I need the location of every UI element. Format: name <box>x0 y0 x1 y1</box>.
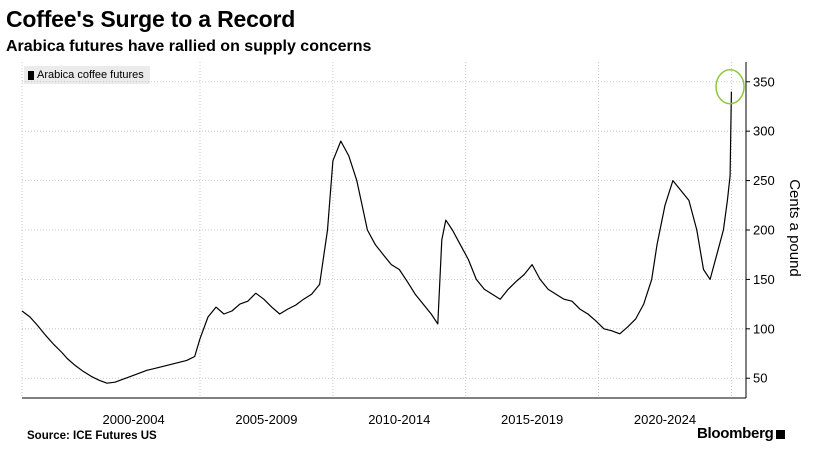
record-highlight-circle <box>715 68 745 105</box>
y-tick-label: 150 <box>753 272 775 287</box>
brand-logo: Bloomberg <box>697 425 786 442</box>
x-tick-label: 2015-2019 <box>501 412 563 427</box>
y-tick-label: 350 <box>753 74 775 89</box>
x-axis-ticks: 2000-2004 2005-2009 2010-2014 2015-2019 2020… <box>22 397 746 427</box>
chart-title: Coffee's Surge to a Record <box>6 6 296 32</box>
x-tick-label: 2010-2014 <box>368 412 430 427</box>
y-axis-ticks: 50 100 150 200 250 300 350 <box>745 62 775 398</box>
gridlines <box>21 62 746 398</box>
x-tick-label: 2020-2024 <box>634 412 696 427</box>
source-note: Source: ICE Futures US <box>27 430 157 442</box>
chart-subtitle: Arabica futures have rallied on supply c… <box>6 38 372 55</box>
legend-label: Arabica coffee futures <box>37 69 144 81</box>
y-tick-label: 100 <box>753 321 775 336</box>
legend-swatch <box>28 70 34 80</box>
bloomberg-chart-icon <box>776 430 786 439</box>
brand-text: Bloomberg <box>697 425 774 442</box>
y-axis-title: Cents a pound <box>786 179 803 277</box>
series-line-arabica <box>21 91 732 384</box>
chart-legend: Arabica coffee futures <box>24 66 150 84</box>
y-tick-label: 250 <box>753 173 775 188</box>
y-tick-label: 300 <box>753 124 775 139</box>
y-tick-label: 50 <box>753 371 767 386</box>
x-tick-label: 2005-2009 <box>235 412 297 427</box>
y-tick-label: 200 <box>753 223 775 238</box>
x-tick-label: 2000-2004 <box>103 412 165 427</box>
